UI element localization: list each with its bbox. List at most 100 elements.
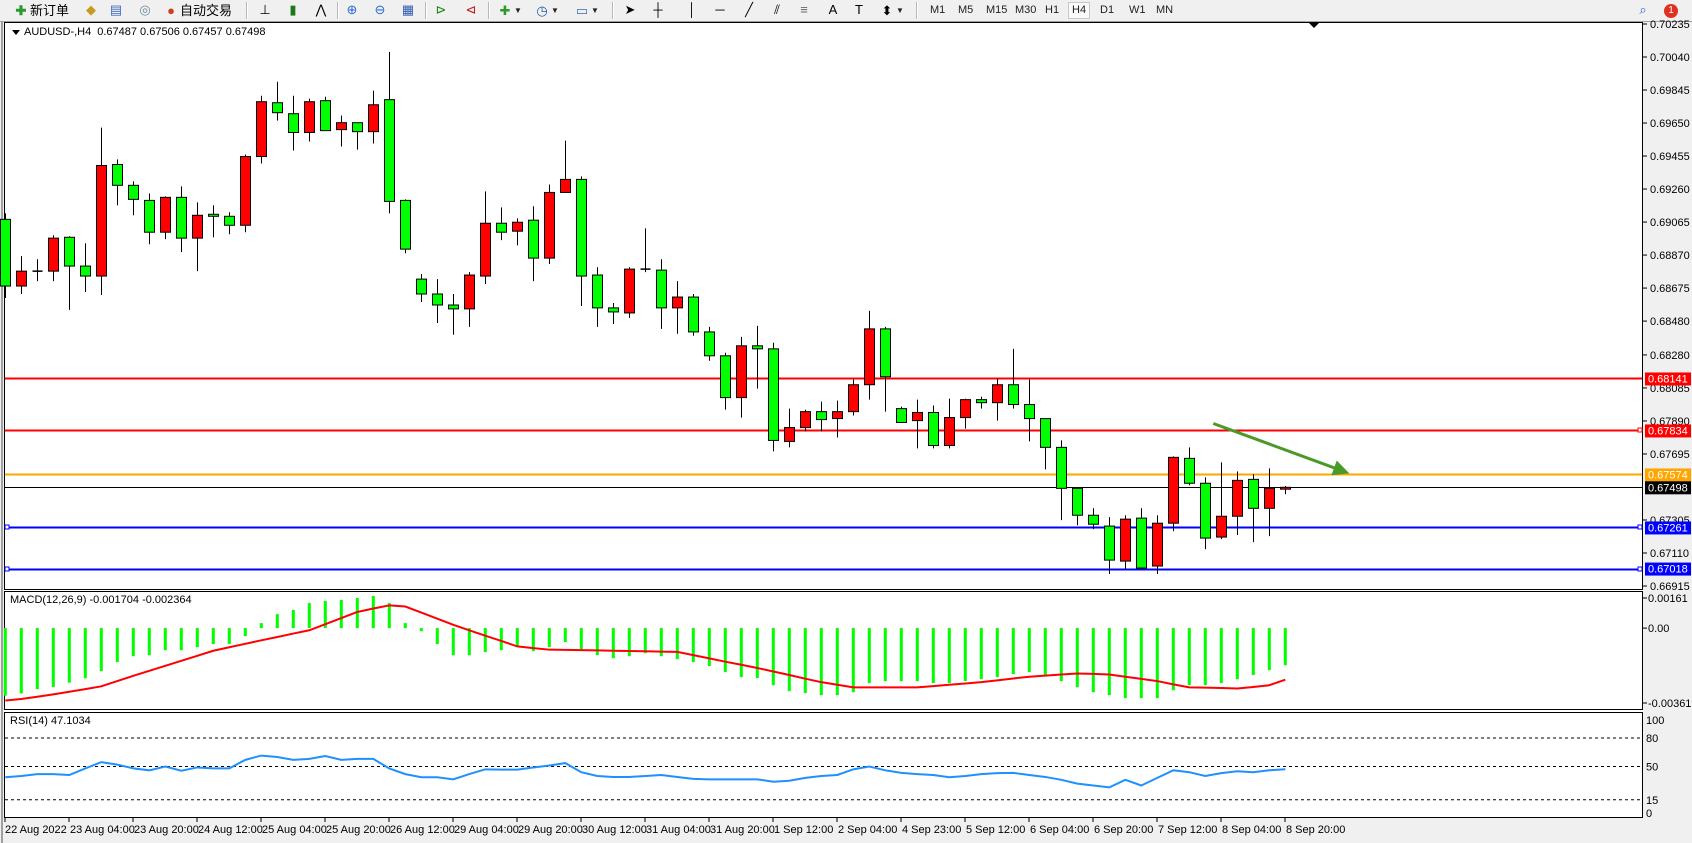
periods-button[interactable]: ◷ ▼	[535, 2, 559, 19]
time-tick-label: 25 Aug 04:00	[262, 824, 327, 836]
text-label-icon[interactable]: T	[855, 2, 863, 17]
auto-trading-icon: ●	[167, 2, 175, 18]
macd-histogram-bar	[19, 628, 23, 694]
timeframe-h1[interactable]: H1	[1045, 4, 1060, 16]
new-order-button[interactable]: ✚ 新订单	[14, 2, 69, 19]
macd-histogram-bar	[883, 628, 887, 682]
current-price-tag-label: 0.67498	[1648, 482, 1688, 494]
candle	[48, 237, 59, 272]
candle	[1184, 457, 1195, 484]
zoom-out-icon[interactable]: ⊖	[374, 2, 386, 17]
macd-histogram-bar	[1267, 628, 1271, 671]
time-tick-label: 2 Sep 04:00	[838, 824, 897, 836]
auto-scroll-icon[interactable]: ⊳	[435, 2, 447, 17]
chevron-down-icon: ▼	[591, 6, 599, 15]
time-tick-label: 25 Aug 20:00	[326, 824, 391, 836]
candle	[896, 408, 907, 423]
market-watch-icon[interactable]: ◆	[86, 2, 96, 17]
data-window-icon[interactable]: ▤	[109, 2, 123, 17]
timeframe-h4[interactable]: H4	[1068, 2, 1091, 19]
equidistant-channel-icon[interactable]: ⫽	[774, 2, 780, 17]
bar-chart-icon[interactable]: ⊥	[259, 2, 271, 17]
candle	[944, 417, 955, 446]
candle	[464, 274, 475, 310]
candle	[1072, 487, 1083, 516]
macd-histogram-bar	[851, 628, 855, 693]
rsi-tick-label: 80	[1646, 733, 1658, 745]
crosshair-icon[interactable]: ┼	[653, 2, 663, 17]
search-icon[interactable]: ⌕	[1639, 2, 1647, 17]
candle	[160, 196, 171, 233]
timeframe-m1[interactable]: M1	[930, 4, 946, 16]
macd-histogram-bar	[1283, 628, 1287, 666]
macd-histogram-bar	[979, 628, 983, 680]
macd-histogram-bar	[67, 628, 71, 683]
candle	[864, 328, 875, 386]
line-chart-icon[interactable]: ⋀	[315, 2, 327, 17]
new-order-label: 新订单	[30, 3, 70, 18]
zoom-in-icon[interactable]: ⊕	[346, 2, 358, 17]
tile-windows-icon[interactable]: ▦	[401, 2, 415, 17]
candle	[80, 265, 91, 277]
candle	[512, 221, 523, 232]
macd-histogram-bar	[1107, 628, 1111, 696]
macd-histogram-bar	[1059, 628, 1063, 682]
macd-tick-label: 0.00	[1648, 623, 1669, 635]
horizontal-line-icon[interactable]: ─	[715, 2, 725, 17]
navigator-icon[interactable]: ◎	[139, 2, 151, 17]
toolbar-separator	[337, 2, 339, 19]
macd-histogram-bar	[899, 628, 903, 682]
time-tick-label: 26 Aug 12:00	[390, 824, 455, 836]
time-tick-label: 30 Aug 12:00	[582, 824, 647, 836]
candle	[480, 222, 491, 277]
vertical-line-icon[interactable]: │	[687, 2, 697, 17]
macd-histogram-bar	[163, 628, 167, 651]
cursor-icon[interactable]: ➤	[624, 2, 636, 17]
templates-button[interactable]: ▭ ▼	[575, 2, 599, 19]
macd-histogram-bar	[451, 628, 455, 656]
macd-histogram-bar	[1187, 628, 1191, 686]
symbol-label: AUDUSD-,H4	[24, 26, 91, 38]
candle	[192, 214, 203, 239]
macd-histogram-bar	[835, 628, 839, 696]
timeframe-d1[interactable]: D1	[1100, 4, 1115, 16]
notifications-button[interactable]: 1	[1664, 2, 1678, 19]
candle	[208, 213, 219, 217]
level-price-tag	[1645, 562, 1691, 576]
trendline-icon[interactable]: ╱	[745, 2, 753, 17]
candle	[1136, 517, 1147, 569]
fibonacci-icon[interactable]: ≡	[800, 2, 808, 17]
indicators-icon: ✚	[499, 2, 511, 18]
time-tick-label: 24 Aug 12:00	[198, 824, 263, 836]
timeframe-m15[interactable]: M15	[986, 4, 1008, 16]
price-tick-label: 0.69650	[1650, 118, 1690, 130]
macd-histogram-bar	[931, 628, 935, 684]
main-pane	[4, 22, 1643, 590]
chart-shift-marker-icon[interactable]	[1308, 22, 1320, 28]
arrows-button[interactable]: ⬍ ▼	[880, 2, 904, 19]
macd-histogram-bar	[403, 623, 407, 629]
macd-histogram-bar	[819, 628, 823, 696]
timeframe-mn[interactable]: MN	[1156, 4, 1174, 16]
price-tick-label: 0.68480	[1650, 316, 1690, 328]
rsi-tick-label: 100	[1646, 715, 1664, 727]
candle	[752, 345, 763, 350]
candlestick-icon[interactable]: ▮	[289, 2, 297, 17]
text-icon[interactable]: A	[828, 2, 838, 17]
candle	[672, 296, 683, 309]
candle	[1120, 518, 1131, 562]
timeframe-m5[interactable]: M5	[958, 4, 974, 16]
time-tick-label: 31 Aug 20:00	[710, 824, 775, 836]
macd-histogram-bar	[707, 628, 711, 667]
level-price-tag-label: 0.68141	[1648, 373, 1688, 385]
macd-histogram-bar	[515, 628, 519, 648]
indicators-button[interactable]: ✚ ▼	[498, 2, 522, 19]
timeframe-w1[interactable]: W1	[1129, 4, 1146, 16]
chart-menu-triangle-icon[interactable]	[12, 30, 20, 35]
chart-shift-icon[interactable]: ⊲	[465, 2, 477, 17]
macd-histogram-bar	[1011, 628, 1015, 675]
auto-trading-button[interactable]: ● 自动交易	[164, 2, 232, 19]
timeframe-m30[interactable]: M30	[1015, 4, 1037, 16]
chevron-down-icon: ▼	[896, 6, 904, 15]
